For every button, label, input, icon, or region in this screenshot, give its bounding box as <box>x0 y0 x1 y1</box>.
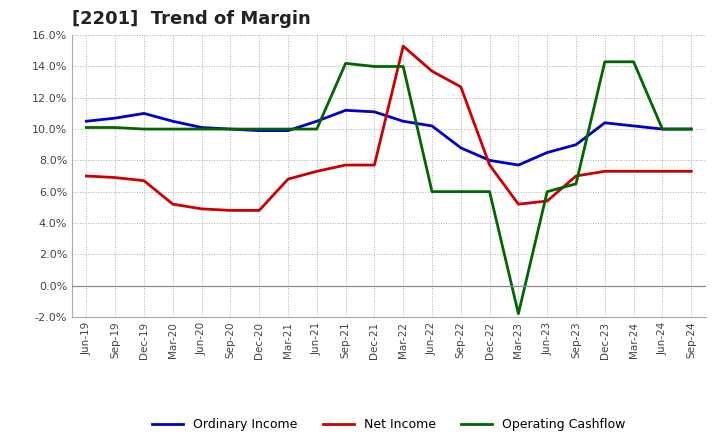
Operating Cashflow <box>312 126 321 132</box>
Net Income <box>658 169 667 174</box>
Operating Cashflow <box>82 125 91 130</box>
Operating Cashflow <box>370 64 379 69</box>
Net Income <box>197 206 206 212</box>
Net Income <box>140 178 148 183</box>
Operating Cashflow <box>658 126 667 132</box>
Operating Cashflow <box>514 311 523 316</box>
Line: Net Income: Net Income <box>86 46 691 210</box>
Operating Cashflow <box>600 59 609 64</box>
Text: [2201]  Trend of Margin: [2201] Trend of Margin <box>72 10 311 28</box>
Ordinary Income <box>168 119 177 124</box>
Net Income <box>226 208 235 213</box>
Line: Ordinary Income: Ordinary Income <box>86 110 691 165</box>
Legend: Ordinary Income, Net Income, Operating Cashflow: Ordinary Income, Net Income, Operating C… <box>147 413 631 436</box>
Operating Cashflow <box>226 126 235 132</box>
Operating Cashflow <box>456 189 465 194</box>
Operating Cashflow <box>485 189 494 194</box>
Ordinary Income <box>284 128 292 133</box>
Net Income <box>428 69 436 74</box>
Ordinary Income <box>600 120 609 125</box>
Net Income <box>543 198 552 204</box>
Ordinary Income <box>82 119 91 124</box>
Net Income <box>687 169 696 174</box>
Net Income <box>600 169 609 174</box>
Ordinary Income <box>485 158 494 163</box>
Ordinary Income <box>428 123 436 128</box>
Net Income <box>82 173 91 179</box>
Ordinary Income <box>514 162 523 168</box>
Net Income <box>514 202 523 207</box>
Ordinary Income <box>226 126 235 132</box>
Line: Operating Cashflow: Operating Cashflow <box>86 62 691 314</box>
Net Income <box>399 44 408 49</box>
Ordinary Income <box>399 119 408 124</box>
Operating Cashflow <box>629 59 638 64</box>
Ordinary Income <box>658 126 667 132</box>
Ordinary Income <box>370 109 379 114</box>
Operating Cashflow <box>399 64 408 69</box>
Ordinary Income <box>572 142 580 147</box>
Net Income <box>312 169 321 174</box>
Operating Cashflow <box>543 189 552 194</box>
Net Income <box>370 162 379 168</box>
Ordinary Income <box>111 115 120 121</box>
Ordinary Income <box>312 119 321 124</box>
Ordinary Income <box>197 125 206 130</box>
Ordinary Income <box>255 128 264 133</box>
Net Income <box>341 162 350 168</box>
Ordinary Income <box>456 145 465 150</box>
Net Income <box>629 169 638 174</box>
Ordinary Income <box>341 108 350 113</box>
Operating Cashflow <box>140 126 148 132</box>
Operating Cashflow <box>284 126 292 132</box>
Ordinary Income <box>629 123 638 128</box>
Operating Cashflow <box>255 126 264 132</box>
Ordinary Income <box>687 126 696 132</box>
Net Income <box>485 162 494 168</box>
Net Income <box>111 175 120 180</box>
Net Income <box>255 208 264 213</box>
Net Income <box>456 84 465 89</box>
Net Income <box>572 173 580 179</box>
Operating Cashflow <box>197 126 206 132</box>
Operating Cashflow <box>687 126 696 132</box>
Ordinary Income <box>140 111 148 116</box>
Ordinary Income <box>543 150 552 155</box>
Net Income <box>284 176 292 182</box>
Net Income <box>168 202 177 207</box>
Operating Cashflow <box>341 61 350 66</box>
Operating Cashflow <box>572 181 580 187</box>
Operating Cashflow <box>428 189 436 194</box>
Operating Cashflow <box>111 125 120 130</box>
Operating Cashflow <box>168 126 177 132</box>
